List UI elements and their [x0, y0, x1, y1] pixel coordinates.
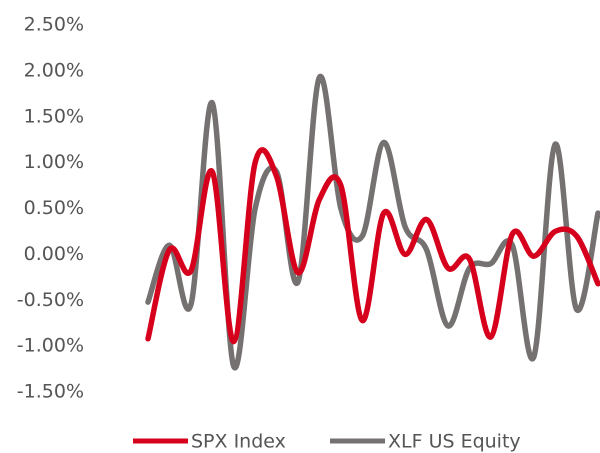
line: [145, 73, 600, 371]
y-tick-label: -1.00%: [17, 335, 84, 357]
y-tick-label: 2.50%: [24, 14, 84, 36]
y-tick-label: 0.50%: [24, 197, 84, 219]
y-tick-label: 1.50%: [24, 105, 84, 127]
legend-label: XLF US Equity: [388, 431, 521, 453]
y-tick-label: 1.00%: [24, 151, 84, 173]
y-tick-label: -0.50%: [17, 289, 84, 311]
y-tick-label: 0.00%: [24, 243, 84, 265]
y-tick-label: 2.00%: [24, 59, 84, 81]
y-tick-label: -1.50%: [17, 381, 84, 403]
line: [145, 147, 600, 345]
legend-label: SPX Index: [191, 431, 286, 453]
